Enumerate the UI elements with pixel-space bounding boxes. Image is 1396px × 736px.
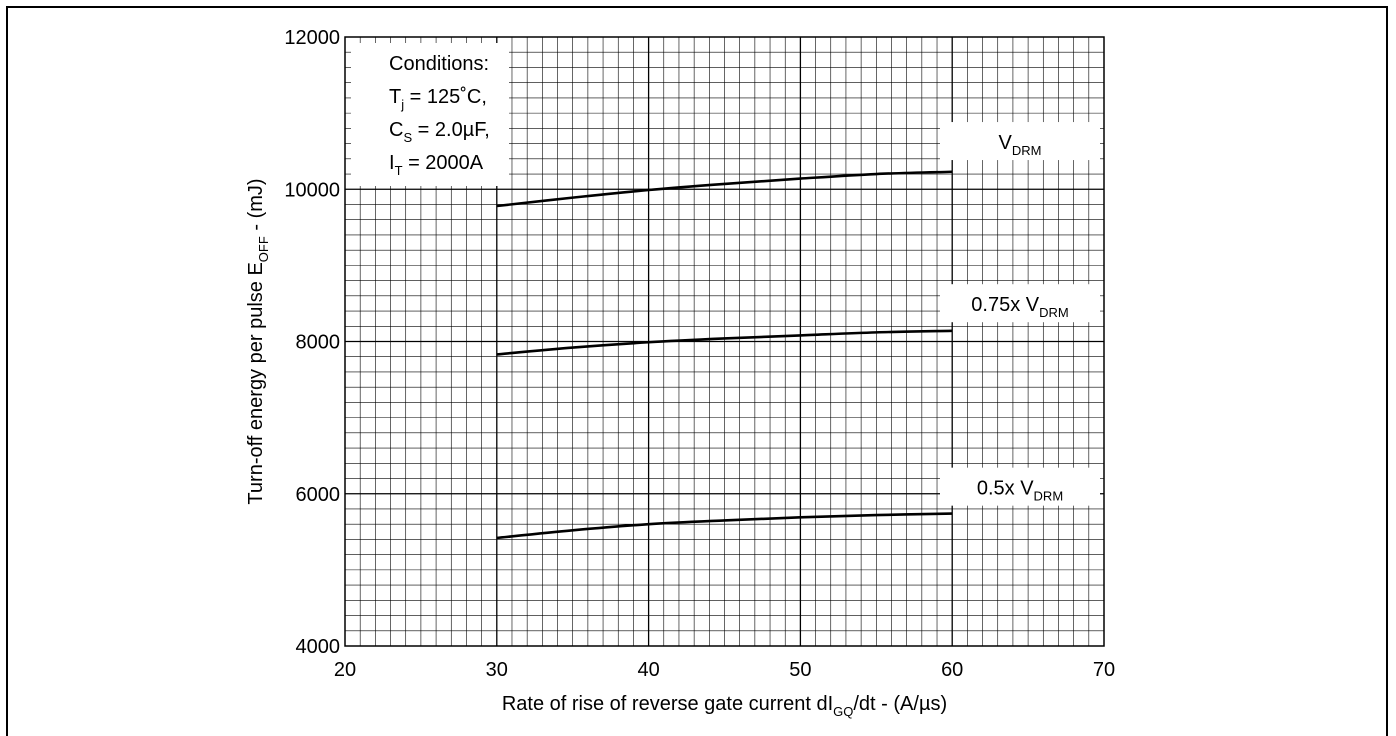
chart-frame <box>6 6 1388 736</box>
x-tick-label: 70 <box>1093 659 1115 681</box>
series-line-0-75-vdrm <box>496 329 953 356</box>
svg-text:0.75x VDRM: 0.75x VDRM <box>971 294 1068 320</box>
x-tick-label: 40 <box>637 659 659 681</box>
series-label-0-5-vdrm: 0.5x VDRM <box>940 467 1100 506</box>
series-line-vdrm <box>496 170 953 208</box>
plot-area <box>344 36 1105 647</box>
svg-text:0.5x VDRM: 0.5x VDRM <box>977 478 1063 504</box>
y-tick-labels: 4000 6000 8000 10000 12000 <box>284 27 340 658</box>
x-tick-label: 30 <box>486 659 508 681</box>
svg-text:VDRM: VDRM <box>999 132 1042 158</box>
condition-cs: CS = 2.0µF, <box>389 119 490 145</box>
x-tick-label: 50 <box>789 659 811 681</box>
y-tick-label: 4000 <box>296 636 341 658</box>
series-label-0-75-vdrm: 0.75x VDRM <box>940 284 1100 323</box>
y-tick-label: 12000 <box>284 27 340 49</box>
x-tick-labels: 20 30 40 50 60 70 <box>334 659 1115 681</box>
x-axis-label: Rate of rise of reverse gate current dIG… <box>502 693 947 719</box>
conditions-box: Conditions: Tj = 125˚C, CS = 2.0µF, IT =… <box>351 43 509 186</box>
series-line-0-5-vdrm <box>496 512 953 540</box>
y-tick-label: 10000 <box>284 179 340 201</box>
x-tick-label: 20 <box>334 659 356 681</box>
x-tick-label: 60 <box>941 659 963 681</box>
conditions-heading: Conditions: <box>389 53 489 75</box>
condition-tj: Tj = 125˚C, <box>389 86 487 112</box>
condition-it: IT = 2000A <box>389 152 484 178</box>
y-tick-label: 6000 <box>296 484 341 506</box>
series-lines <box>496 170 953 540</box>
y-axis-label: Turn-off energy per pulse EOFF - (mJ) <box>245 178 271 504</box>
y-tick-label: 8000 <box>296 332 341 354</box>
series-label-vdrm: VDRM <box>940 122 1100 161</box>
